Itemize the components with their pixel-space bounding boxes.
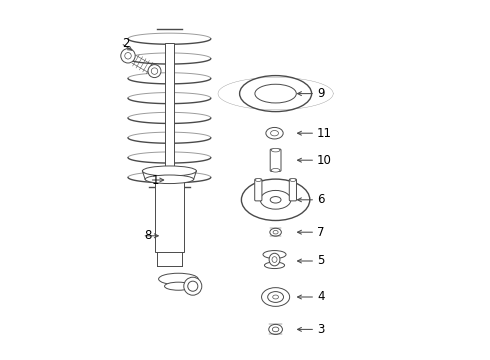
Ellipse shape: [270, 130, 278, 136]
Ellipse shape: [272, 257, 277, 262]
FancyBboxPatch shape: [255, 179, 262, 201]
Ellipse shape: [255, 84, 296, 103]
Ellipse shape: [271, 148, 280, 152]
Ellipse shape: [270, 228, 281, 236]
Ellipse shape: [271, 168, 280, 172]
Ellipse shape: [240, 76, 312, 112]
Polygon shape: [155, 173, 184, 252]
Ellipse shape: [262, 288, 290, 306]
Circle shape: [188, 281, 198, 291]
Ellipse shape: [269, 253, 280, 266]
Ellipse shape: [159, 273, 198, 285]
Text: 4: 4: [317, 291, 324, 303]
Ellipse shape: [255, 179, 261, 181]
Ellipse shape: [263, 251, 286, 258]
Text: 6: 6: [317, 193, 324, 206]
FancyBboxPatch shape: [270, 149, 281, 171]
Text: 8: 8: [144, 229, 151, 242]
Ellipse shape: [242, 179, 310, 220]
Text: 11: 11: [317, 127, 332, 140]
Ellipse shape: [272, 327, 279, 332]
Circle shape: [148, 65, 161, 78]
Ellipse shape: [290, 179, 296, 181]
Ellipse shape: [268, 292, 284, 302]
Circle shape: [184, 277, 202, 295]
Ellipse shape: [145, 175, 194, 184]
Ellipse shape: [270, 197, 281, 203]
Text: 10: 10: [317, 154, 332, 167]
Ellipse shape: [265, 262, 285, 269]
Text: 7: 7: [317, 226, 324, 239]
Text: 2: 2: [122, 37, 130, 50]
Circle shape: [125, 53, 131, 59]
Ellipse shape: [260, 190, 291, 209]
Ellipse shape: [273, 295, 278, 299]
Text: 9: 9: [317, 87, 324, 100]
Polygon shape: [165, 43, 174, 180]
Text: 3: 3: [317, 323, 324, 336]
Text: 1: 1: [151, 174, 159, 186]
Ellipse shape: [143, 166, 196, 176]
Ellipse shape: [165, 282, 192, 290]
Circle shape: [151, 68, 158, 75]
Ellipse shape: [266, 127, 283, 139]
Ellipse shape: [269, 324, 282, 334]
Text: 5: 5: [317, 255, 324, 267]
Ellipse shape: [273, 230, 278, 234]
Circle shape: [121, 49, 135, 63]
FancyBboxPatch shape: [289, 179, 296, 201]
